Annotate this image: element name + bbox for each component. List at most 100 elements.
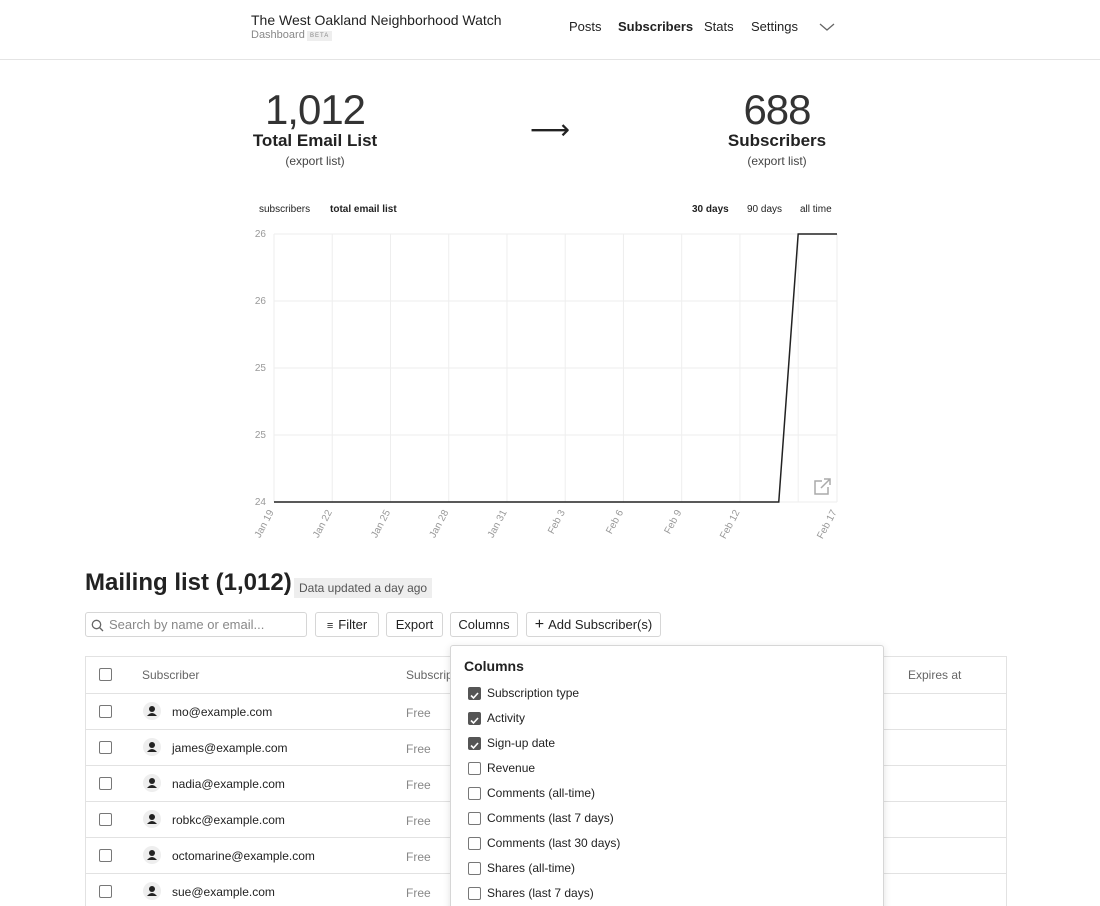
nav-link[interactable]: Settings (751, 19, 798, 34)
filter-icon: ≡ (326, 620, 334, 632)
arrow: ⟶ (530, 114, 571, 145)
subscriber-email[interactable]: mo@example.com (172, 705, 273, 719)
avatar (143, 810, 161, 828)
row-checkbox[interactable] (99, 813, 112, 826)
toolbar-button[interactable]: Columns (450, 612, 518, 637)
x-tick-label: Jan 25 (369, 508, 393, 540)
metric-toggle[interactable]: subscribers (259, 204, 311, 215)
menu-checkbox[interactable] (468, 737, 481, 750)
nav-link[interactable]: Stats (704, 19, 734, 34)
column-header: Subscriber (142, 668, 200, 682)
x-tick-label: Feb 3 (546, 508, 568, 536)
subscription-type: Free (406, 778, 431, 792)
y-tick-label: 25 (255, 363, 267, 374)
menu-option-label[interactable]: Comments (all-time) (487, 786, 596, 800)
button-label: Filter (338, 617, 368, 632)
menu-checkbox[interactable] (468, 837, 481, 850)
menu-option-label[interactable]: Revenue (487, 761, 536, 775)
menu-option-label[interactable]: Activity (487, 711, 526, 725)
avatar-icon (147, 850, 157, 860)
menu-chevron[interactable] (819, 22, 835, 32)
menu-checkbox[interactable] (468, 812, 481, 825)
x-tick-label: Feb 6 (604, 508, 626, 536)
status-badge: Data updated a day ago (294, 578, 433, 598)
columns-menu: Columns Subscription type Activity Sign-up… (450, 645, 884, 906)
range-toggle[interactable]: 30 days (692, 204, 729, 215)
row-checkbox[interactable] (99, 668, 112, 681)
search-icon (91, 619, 104, 632)
avatar-icon (147, 778, 157, 788)
y-tick-label: 24 (255, 497, 267, 508)
row-checkbox[interactable] (99, 705, 112, 718)
check-mark (470, 717, 479, 725)
subscription-type: Free (406, 814, 431, 828)
search-placeholder: Search by name or email... (109, 617, 265, 632)
subscription-type: Free (406, 742, 431, 756)
menu-checkbox[interactable] (468, 862, 481, 875)
menu-checkbox[interactable] (468, 687, 481, 700)
row-checkbox[interactable] (99, 885, 112, 898)
subscription-type: Free (406, 706, 431, 720)
row-checkbox[interactable] (99, 849, 112, 862)
avatar (143, 846, 161, 864)
search-box[interactable]: Search by name or email... (85, 612, 307, 637)
menu-option-label[interactable]: Shares (all-time) (487, 861, 576, 875)
y-tick-label: 26 (255, 296, 267, 307)
x-tick-label: Jan 28 (428, 508, 452, 540)
x-tick-label: Feb 17 (815, 508, 840, 541)
subscriber-email[interactable]: octomarine@example.com (172, 849, 315, 863)
row-checkbox[interactable] (99, 777, 112, 790)
chart: 24 25 25 26 26 Jan 19 Jan 22 Jan 25 Jan 28 Jan 31… (253, 229, 840, 541)
subscriber-email[interactable]: sue@example.com (172, 885, 275, 899)
button-label: Add Subscriber(s) (548, 617, 653, 632)
button-label: Export (395, 617, 434, 632)
x-tick-label: Feb 9 (663, 508, 685, 536)
open-icon[interactable] (814, 478, 831, 495)
avatar-icon (147, 706, 157, 716)
avatar (143, 882, 161, 900)
menu-option-label[interactable]: Sign-up date (487, 736, 556, 750)
menu-option-label[interactable]: Comments (last 30 days) (487, 836, 621, 850)
export-link[interactable]: (export list) (747, 154, 807, 168)
x-tick-label: Jan 19 (253, 508, 277, 540)
menu-checkbox[interactable] (468, 787, 481, 800)
avatar (143, 702, 161, 720)
menu-option-label[interactable]: Subscription type (487, 686, 580, 700)
avatar-icon (147, 742, 157, 752)
row-checkbox[interactable] (99, 741, 112, 754)
data-line (274, 233, 837, 503)
toolbar-button[interactable]: ≡ Filter (315, 612, 379, 637)
x-tick-label: Feb 12 (718, 508, 743, 541)
avatar (143, 738, 161, 756)
subscription-type: Free (406, 850, 431, 864)
mailing-list-title: Mailing list (1,012) (85, 569, 292, 596)
site-title[interactable]: The West Oakland Neighborhood Watch (251, 12, 502, 28)
avatar-icon (147, 886, 157, 896)
export-link[interactable]: (export list) (285, 154, 345, 168)
plus-icon: + (534, 616, 545, 633)
beta-badge: BETA (307, 31, 333, 41)
toolbar-button[interactable]: Export (386, 612, 443, 637)
check-mark (470, 742, 479, 750)
menu-option-label[interactable]: Comments (last 7 days) (487, 811, 614, 825)
menu-checkbox[interactable] (468, 712, 481, 725)
dashboard-label: Dashboard (251, 29, 305, 41)
menu-option-label[interactable]: Shares (last 7 days) (487, 886, 594, 900)
x-tick-label: Jan 31 (486, 508, 510, 540)
menu-checkbox[interactable] (468, 762, 481, 775)
stat-label: Total Email List (252, 131, 378, 150)
menu-checkbox[interactable] (468, 887, 481, 900)
y-tick-label: 26 (255, 229, 267, 240)
check-mark (470, 692, 479, 700)
subscription-type: Free (406, 886, 431, 900)
subscriber-email[interactable]: james@example.com (172, 741, 288, 755)
nav-link[interactable]: Subscribers (618, 19, 694, 34)
nav-link[interactable]: Posts (569, 19, 602, 34)
range-toggle[interactable]: 90 days (747, 204, 783, 215)
range-toggle[interactable]: all time (800, 204, 832, 215)
subscriber-email[interactable]: nadia@example.com (172, 777, 285, 791)
subscriber-email[interactable]: robkc@example.com (172, 813, 285, 827)
metric-toggle[interactable]: total email list (330, 204, 397, 215)
toolbar-button[interactable]: + Add Subscriber(s) (526, 612, 661, 637)
